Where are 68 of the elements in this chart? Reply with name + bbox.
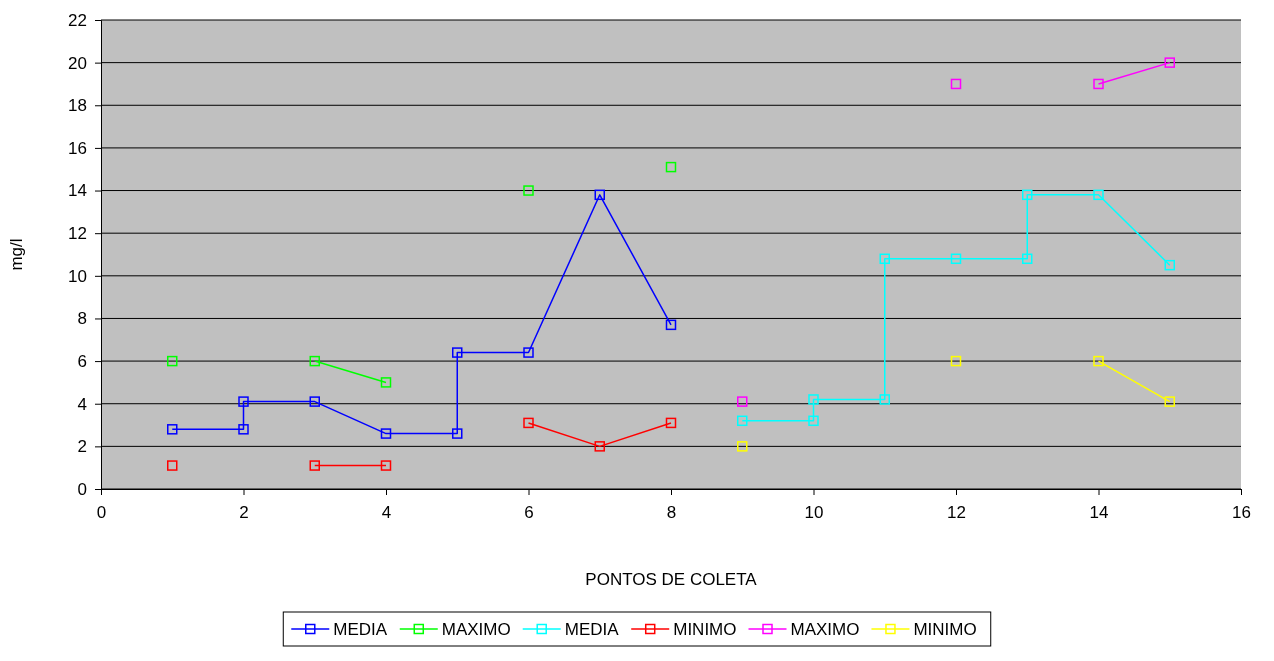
point bbox=[1093, 78, 1104, 90]
point bbox=[523, 185, 534, 196]
point bbox=[1093, 355, 1104, 367]
x-tick-label: 16 bbox=[1232, 503, 1251, 523]
point bbox=[594, 189, 605, 201]
y-tick-label: 20 bbox=[67, 53, 87, 73]
point bbox=[665, 319, 677, 331]
point bbox=[1164, 57, 1175, 68]
point bbox=[665, 417, 677, 429]
point bbox=[737, 396, 748, 407]
point bbox=[238, 424, 249, 435]
point bbox=[380, 460, 392, 471]
point bbox=[808, 415, 819, 427]
point bbox=[167, 424, 178, 435]
point bbox=[1022, 253, 1033, 265]
point bbox=[380, 428, 392, 439]
y-tick-label: 16 bbox=[67, 138, 87, 158]
point bbox=[594, 441, 605, 452]
y-tick-label: 14 bbox=[67, 181, 87, 201]
x-tick-label: 10 bbox=[804, 503, 824, 523]
point bbox=[737, 415, 748, 427]
point bbox=[167, 460, 178, 471]
point bbox=[1093, 189, 1104, 201]
point bbox=[950, 78, 962, 90]
y-tick-label: 2 bbox=[77, 437, 87, 457]
legend-label: MEDIA bbox=[564, 620, 620, 639]
x-tick-label: 6 bbox=[524, 503, 534, 523]
point bbox=[1022, 189, 1033, 201]
point bbox=[452, 347, 463, 358]
point bbox=[380, 377, 392, 388]
y-tick-label: 0 bbox=[77, 479, 87, 499]
x-tick-label: 8 bbox=[666, 503, 677, 523]
legend-label: MAXIMO bbox=[441, 620, 511, 639]
y-tick-label: 22 bbox=[67, 10, 87, 30]
point bbox=[808, 394, 819, 405]
x-tick-label: 12 bbox=[947, 503, 966, 523]
point bbox=[167, 355, 178, 367]
point bbox=[950, 253, 962, 265]
point bbox=[309, 355, 320, 367]
point bbox=[1164, 396, 1175, 407]
y-tick-label: 10 bbox=[67, 266, 87, 286]
legend-label: MEDIA bbox=[333, 620, 388, 639]
point bbox=[950, 355, 962, 367]
x-tick-label: 2 bbox=[239, 503, 249, 523]
point bbox=[523, 347, 534, 358]
y-tick-label: 8 bbox=[77, 309, 87, 329]
y-axis-title: mg/l bbox=[7, 238, 26, 271]
point bbox=[238, 396, 249, 407]
point bbox=[309, 460, 320, 471]
point bbox=[523, 417, 534, 429]
y-tick-label: 18 bbox=[67, 96, 87, 116]
legend-label: MINIMO bbox=[913, 620, 977, 639]
x-tick-label: 14 bbox=[1089, 503, 1109, 523]
point bbox=[665, 161, 677, 173]
point bbox=[737, 441, 748, 452]
point bbox=[1164, 259, 1175, 271]
y-tick-label: 12 bbox=[67, 224, 87, 244]
x-tick-label: 4 bbox=[381, 503, 392, 523]
legend-label: MAXIMO bbox=[790, 620, 860, 639]
x-tick-label: 0 bbox=[96, 503, 107, 523]
y-tick-label: 6 bbox=[77, 352, 87, 372]
point bbox=[879, 253, 890, 265]
legend-label: MINIMO bbox=[673, 620, 737, 639]
point bbox=[309, 396, 320, 407]
x-axis-title: PONTOS DE COLETA bbox=[585, 570, 758, 589]
y-tick-label: 4 bbox=[77, 394, 87, 414]
point bbox=[879, 394, 890, 405]
point bbox=[452, 428, 463, 439]
